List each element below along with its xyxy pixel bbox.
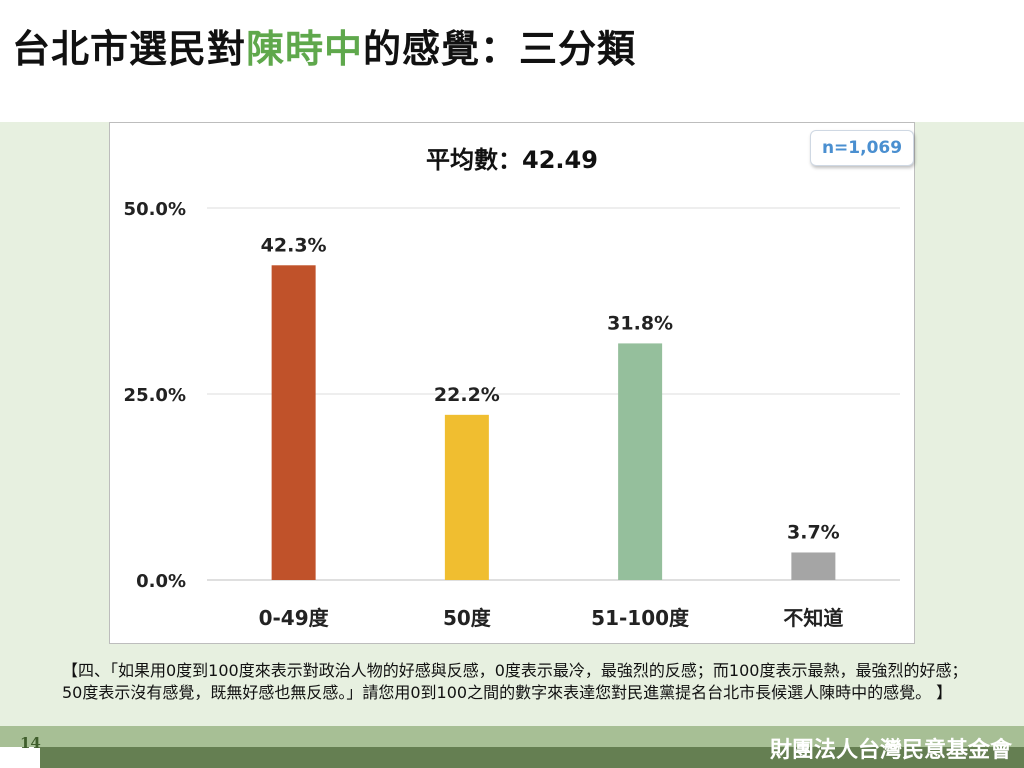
y-tick-label: 50.0% xyxy=(124,199,186,220)
y-tick-label: 0.0% xyxy=(136,571,186,592)
x-tick-label: 0-49度 xyxy=(259,606,330,630)
footer-bar-light xyxy=(0,726,1024,747)
title-highlight: 陳時中 xyxy=(246,27,364,71)
y-axis-ticks: 0.0% 25.0% 50.0% xyxy=(124,199,186,592)
title-suffix: 的感覺：三分類 xyxy=(363,27,637,71)
question-note: 【四、「如果用0度到100度來表示對政治人物的好感與反感，0度表示最冷，最強烈的… xyxy=(62,661,968,702)
gridlines xyxy=(207,207,900,581)
bar xyxy=(791,552,836,580)
bar xyxy=(444,414,489,580)
bar xyxy=(618,343,663,580)
page-number: 14 xyxy=(20,734,41,752)
title-bar: 台北市選民對陳時中的感覺：三分類 xyxy=(0,0,1024,122)
title-prefix: 台北市選民對 xyxy=(12,27,247,71)
bar-value-label: 22.2% xyxy=(434,384,500,406)
y-tick-label: 25.0% xyxy=(124,385,186,406)
sample-size-badge: n=1,069 xyxy=(810,130,914,166)
bar-value-label: 31.8% xyxy=(607,312,673,334)
bar-value-label: 3.7% xyxy=(787,521,840,543)
value-labels: 42.3% 22.2% 31.8% 3.7% xyxy=(261,234,840,543)
chart-title: 平均數：42.49 xyxy=(426,146,598,174)
bars xyxy=(271,265,836,580)
footer-organization: 財團法人台灣民意基金會 xyxy=(769,738,1012,763)
x-tick-label: 51-100度 xyxy=(591,606,690,630)
x-tick-label: 不知道 xyxy=(783,606,843,630)
footer-bar-dark xyxy=(40,747,1024,768)
x-tick-label: 50度 xyxy=(443,606,492,630)
x-axis-labels: 0-49度 50度 51-100度 不知道 xyxy=(259,606,844,630)
bar-value-label: 42.3% xyxy=(261,234,327,256)
bar xyxy=(271,265,316,580)
slide-title: 台北市選民對陳時中的感覺：三分類 xyxy=(12,18,636,73)
chart-panel xyxy=(109,122,915,644)
